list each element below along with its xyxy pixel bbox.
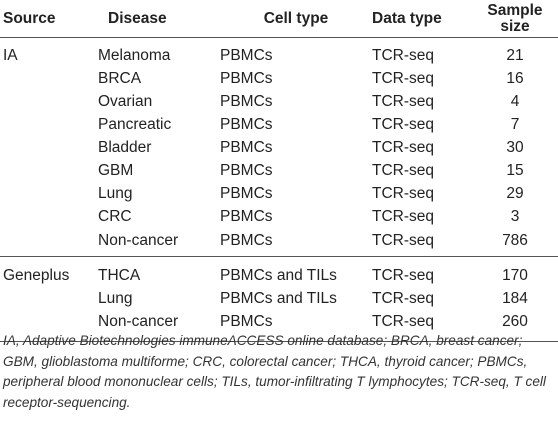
data-type-cell: TCR-seq (372, 185, 435, 203)
sample-size-cell: 3 (510, 208, 520, 226)
table-row: BRCA PBMCs TCR-seq 16 (0, 67, 558, 90)
disease-cell: CRC (98, 208, 132, 226)
source-cell (0, 229, 98, 257)
source-cell: IA (3, 46, 18, 64)
table-footnote: IA, Adaptive Biotechnologies immuneACCES… (3, 333, 546, 410)
cell-type-cell: PBMCs (220, 310, 372, 343)
source-cell (0, 136, 98, 159)
disease-cell: Lung (98, 289, 133, 307)
disease-cell: Ovarian (98, 92, 153, 110)
source-cell (0, 67, 98, 90)
sample-size-cell: 30 (506, 139, 524, 157)
sample-size-cell: 170 (472, 255, 558, 287)
disease-cell: Non-cancer (98, 231, 179, 249)
disease-cell: THCA (98, 255, 220, 287)
cell-type-cell: PBMCs (220, 185, 273, 203)
sample-size-cell: 7 (510, 116, 520, 134)
data-type-cell: TCR-seq (372, 92, 435, 110)
sample-size-cell: 21 (506, 46, 524, 64)
data-type-cell: TCR-seq (372, 310, 472, 343)
sample-size-cell: 15 (506, 162, 524, 180)
data-type-cell: TCR-seq (372, 46, 435, 64)
cell-type-cell: PBMCs (220, 162, 273, 180)
table-row: Lung PBMCs and TILs TCR-seq 184 (0, 287, 558, 310)
cell-type-cell: PBMCs (220, 46, 273, 64)
table-row: IA Melanoma PBMCs TCR-seq 21 (0, 38, 558, 68)
sample-size-cell: 184 (502, 289, 528, 307)
header-sample-size: Sample size (472, 0, 558, 38)
data-type-cell: TCR-seq (372, 289, 435, 307)
disease-cell: Bladder (98, 139, 152, 157)
data-table-container: Source Disease Cell type Data type Sampl… (0, 0, 558, 343)
table-row: Non-cancer PBMCs TCR-seq 786 (0, 229, 558, 257)
cell-type-cell: PBMCs (220, 116, 273, 134)
sample-size-cell: 29 (506, 185, 524, 203)
cell-type-cell: PBMCs (220, 139, 273, 157)
sample-size-cell: 260 (472, 310, 558, 343)
source-cell (0, 310, 98, 343)
table-row: Non-cancer PBMCs TCR-seq 260 (0, 310, 558, 343)
cell-type-cell: PBMCs and TILs (220, 289, 337, 307)
sample-size-cell: 4 (510, 92, 520, 110)
disease-cell: Pancreatic (98, 116, 172, 134)
data-type-cell: TCR-seq (372, 255, 472, 287)
source-cell (0, 287, 98, 310)
data-type-cell: TCR-seq (372, 69, 435, 87)
cell-type-cell: PBMCs (220, 231, 273, 249)
table-row: Ovarian PBMCs TCR-seq 4 (0, 90, 558, 113)
header-cell-type: Cell type (220, 0, 372, 38)
header-disease: Disease (98, 0, 220, 38)
data-type-cell: TCR-seq (372, 208, 435, 226)
table-row: Pancreatic PBMCs TCR-seq 7 (0, 113, 558, 136)
disease-cell: Lung (98, 185, 133, 203)
source-cell (0, 183, 98, 206)
header-source: Source (0, 0, 98, 38)
disease-cell: BRCA (98, 69, 142, 87)
table-row: Geneplus THCA PBMCs and TILs TCR-seq 170 (0, 255, 558, 287)
data-type-cell: TCR-seq (372, 139, 435, 157)
table-row: Bladder PBMCs TCR-seq 30 (0, 136, 558, 159)
data-type-cell: TCR-seq (372, 162, 435, 180)
cell-type-cell: PBMCs (220, 69, 273, 87)
disease-cell: GBM (98, 162, 134, 180)
source-cell: Geneplus (0, 255, 98, 287)
sample-table: Source Disease Cell type Data type Sampl… (0, 0, 558, 343)
table-row: GBM PBMCs TCR-seq 15 (0, 159, 558, 182)
table-row: Lung PBMCs TCR-seq 29 (0, 183, 558, 206)
cell-type-cell: PBMCs (220, 92, 273, 110)
table-row: CRC PBMCs TCR-seq 3 (0, 206, 558, 229)
data-type-cell: TCR-seq (372, 116, 435, 134)
cell-type-cell: PBMCs and TILs (220, 255, 372, 287)
header-data-type: Data type (372, 0, 472, 38)
cell-type-cell: PBMCs (220, 208, 273, 226)
source-cell (0, 206, 98, 229)
table-header-row: Source Disease Cell type Data type Sampl… (0, 0, 558, 38)
source-cell (0, 113, 98, 136)
data-type-cell: TCR-seq (372, 231, 435, 249)
sample-size-cell: 786 (502, 231, 528, 249)
disease-cell: Melanoma (98, 46, 171, 64)
source-cell (0, 159, 98, 182)
disease-cell: Non-cancer (98, 310, 220, 343)
source-cell (0, 90, 98, 113)
sample-size-cell: 16 (506, 69, 524, 87)
